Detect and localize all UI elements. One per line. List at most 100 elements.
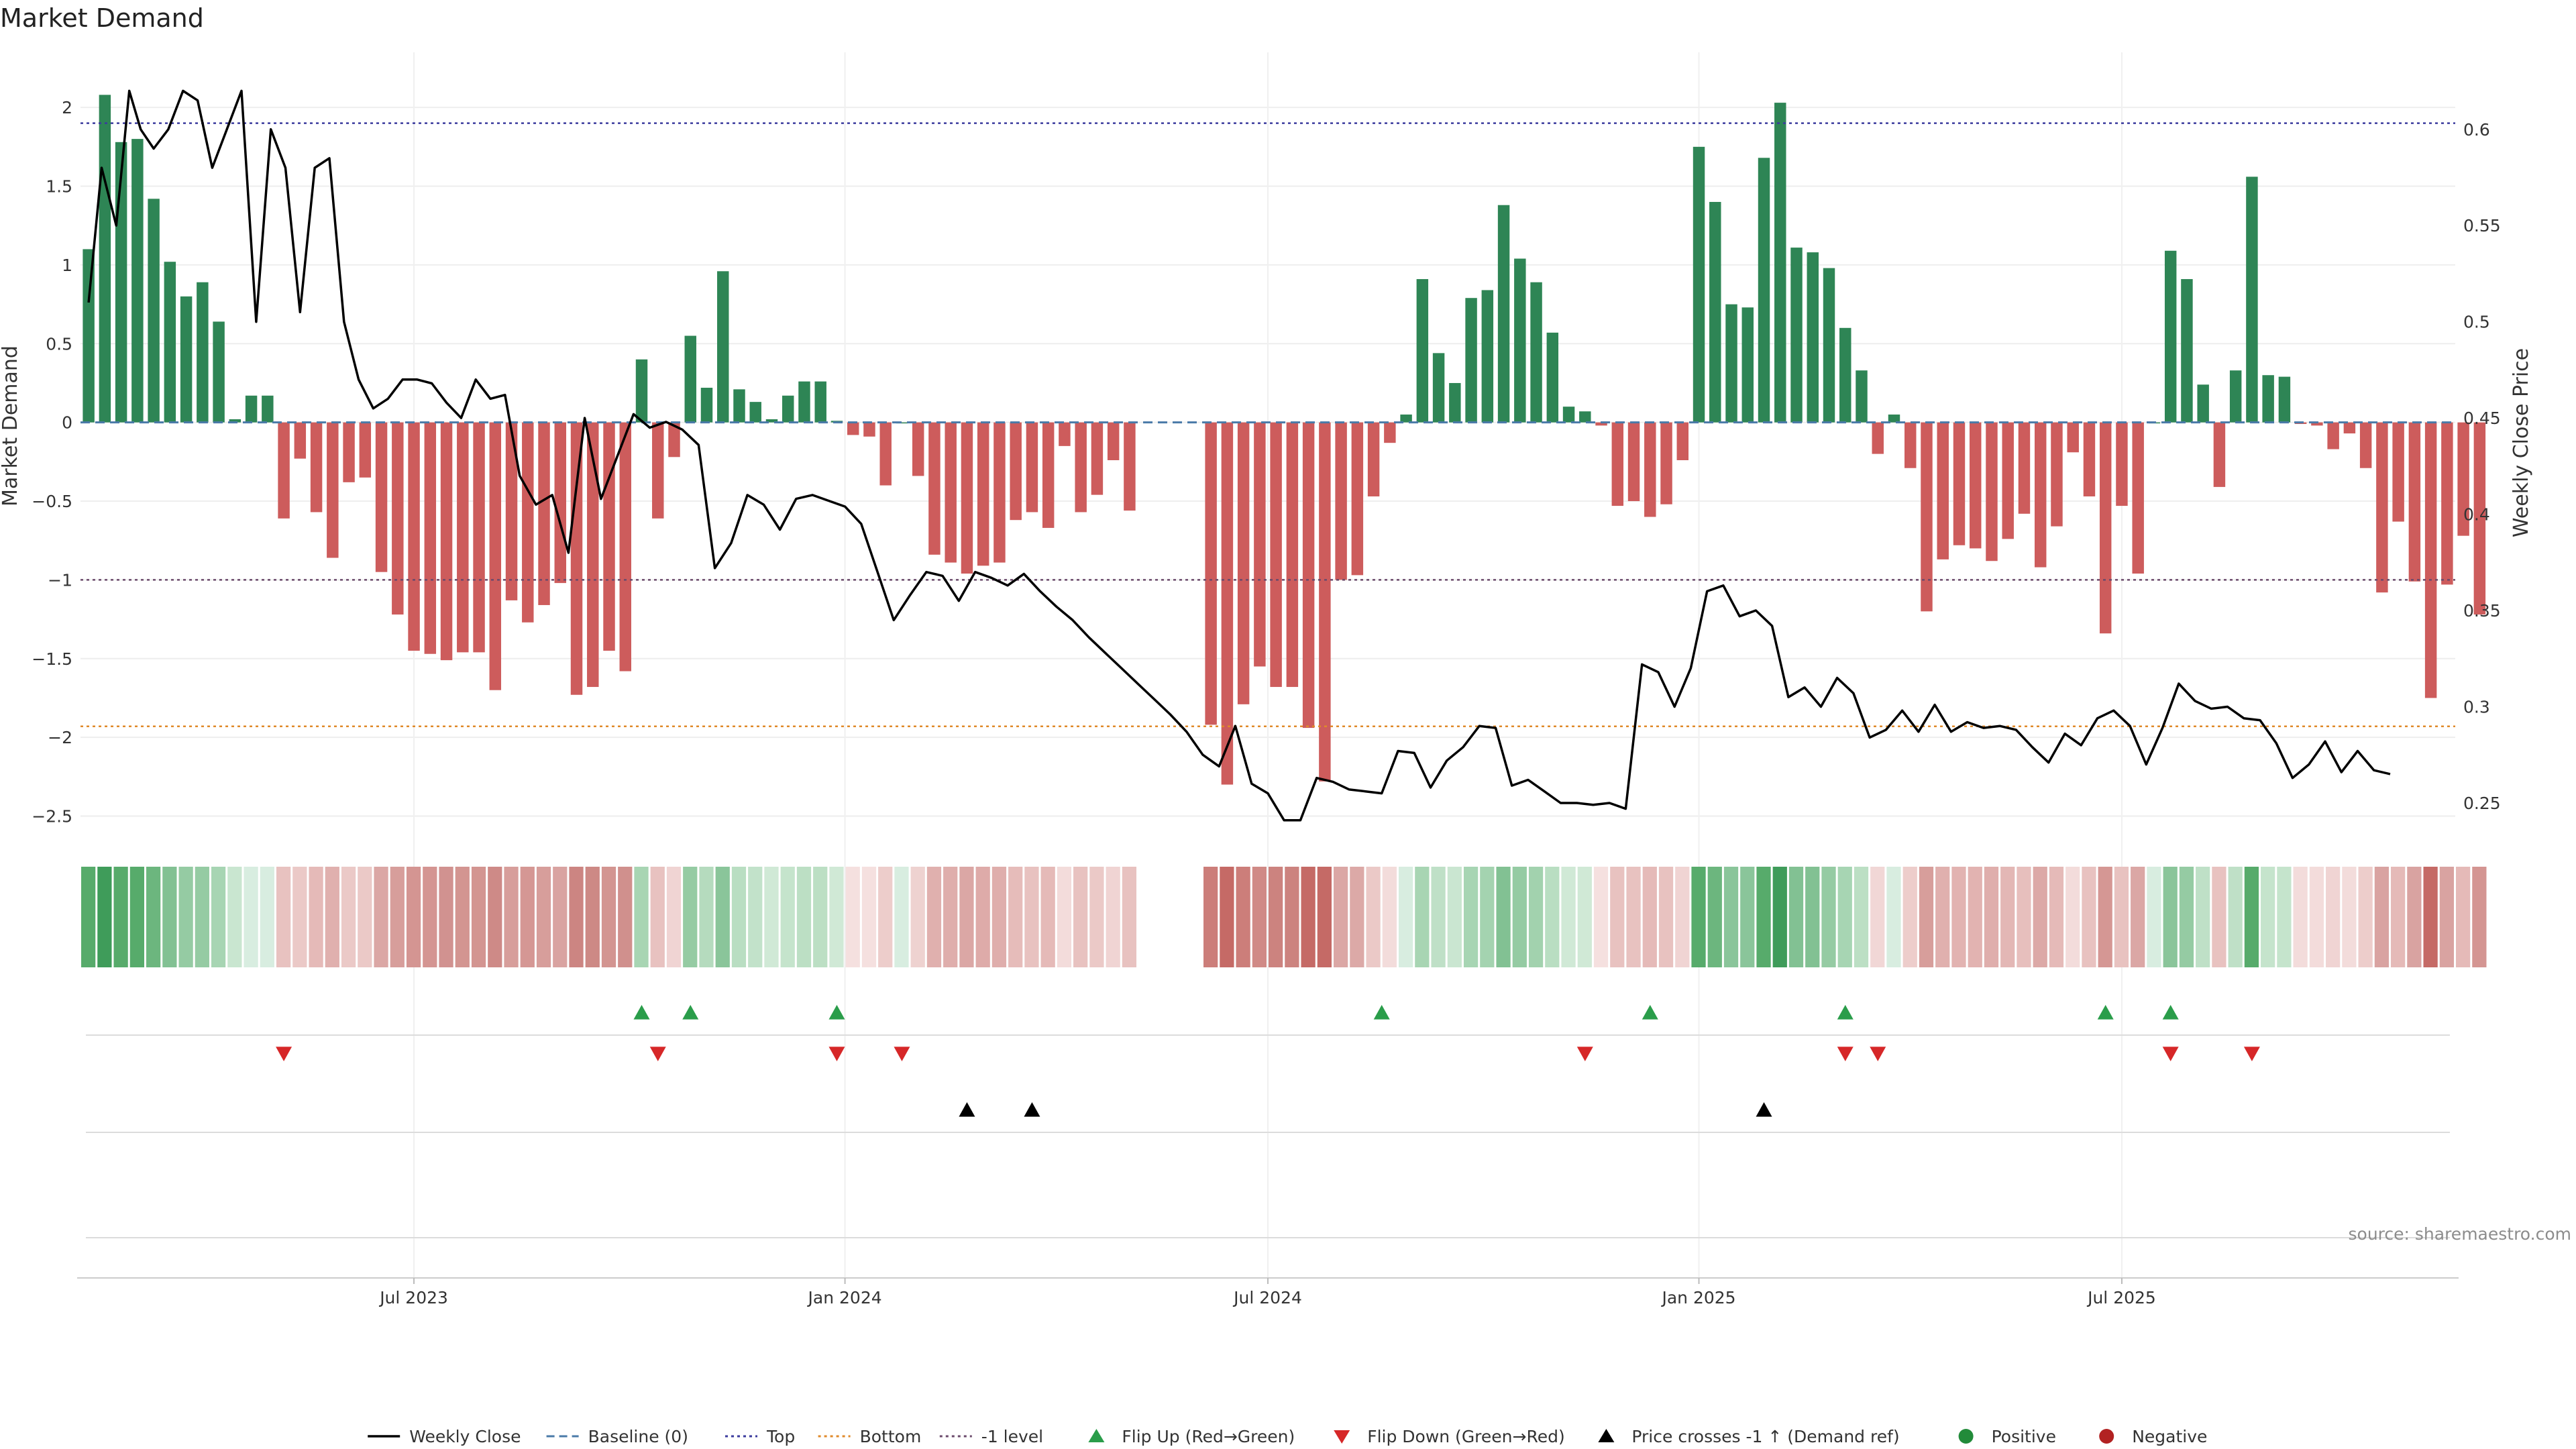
legend-label: Flip Down (Green→Red) xyxy=(1367,1427,1565,1446)
price-cross-marker xyxy=(959,1102,975,1117)
y-axis-ticks: 2 1.5 1 0.5 0 −0.5 −1 −1.5 −2 −2.5 xyxy=(32,98,72,826)
y-tick-label: 1.5 xyxy=(46,177,72,197)
strip-band xyxy=(699,867,714,967)
bar-negative xyxy=(1205,422,1217,725)
strip-band xyxy=(943,867,958,967)
strip-band xyxy=(1561,867,1576,967)
bar-negative xyxy=(2051,422,2063,527)
y2-tick-label: 0.3 xyxy=(2463,698,2490,717)
strip-band xyxy=(1350,867,1364,967)
bar-positive xyxy=(2262,375,2274,423)
legend-item: Top xyxy=(725,1427,795,1446)
flip-up-marker xyxy=(682,1005,699,1020)
legend-swatch-triangle-up xyxy=(1088,1429,1105,1442)
strip-band xyxy=(1463,867,1479,967)
bar-negative xyxy=(294,422,307,459)
bar-positive xyxy=(131,139,144,423)
legend: Weekly Close Baseline (0) Top Bottom -1 leve… xyxy=(368,1427,2207,1446)
strip-band xyxy=(1415,867,1430,967)
bar-negative xyxy=(1904,422,1917,468)
flip-up-marker xyxy=(828,1005,845,1020)
y-tick-label: 1 xyxy=(62,256,72,275)
bar-positive xyxy=(1432,353,1445,423)
strip-band xyxy=(1658,867,1674,967)
strip-band xyxy=(113,867,128,967)
bar-negative xyxy=(2327,422,2339,449)
strip-band xyxy=(406,867,421,967)
bar-negative xyxy=(278,422,290,519)
strip-band xyxy=(878,867,893,967)
bar-negative xyxy=(1627,422,1640,502)
strip-band xyxy=(2000,867,2015,967)
bar-negative xyxy=(2376,422,2388,593)
x-tick-label: Jul 2025 xyxy=(2086,1288,2156,1307)
bar-negative xyxy=(359,422,372,478)
legend-item: Flip Down (Green→Red) xyxy=(1334,1427,1565,1446)
bar-negative xyxy=(1270,422,1282,688)
bar-negative xyxy=(1937,422,1949,559)
bar-positive xyxy=(782,395,794,423)
strip-band xyxy=(1398,867,1413,967)
bar-negative xyxy=(2473,422,2486,615)
bar-positive xyxy=(814,381,826,423)
bar-negative xyxy=(1075,422,1087,513)
bar-negative xyxy=(1644,422,1656,517)
bar-negative xyxy=(863,422,875,437)
strip-band xyxy=(1593,867,1609,967)
bar-negative xyxy=(2392,422,2404,522)
bar-negative xyxy=(2099,422,2112,634)
strip-band xyxy=(374,867,388,967)
bar-negative xyxy=(1091,422,1104,495)
strip-band xyxy=(1675,867,1690,967)
bar-negative xyxy=(375,422,388,572)
strip-band xyxy=(1480,867,1495,967)
strip-band xyxy=(2147,867,2161,967)
strip-band xyxy=(894,867,909,967)
strip-band xyxy=(683,867,698,967)
bar-negative xyxy=(538,422,550,605)
y2-tick-label: 0.6 xyxy=(2463,120,2490,140)
flip-down-marker xyxy=(276,1046,292,1061)
legend-item: Bottom xyxy=(818,1427,922,1446)
strip-band xyxy=(2358,867,2373,967)
strip-band xyxy=(2391,867,2406,967)
bar-negative xyxy=(2132,422,2144,574)
bar-negative xyxy=(1384,422,1396,443)
bar-negative xyxy=(1010,422,1022,521)
y2-tick-label: 0.25 xyxy=(2463,794,2501,813)
legend-label: -1 level xyxy=(981,1427,1043,1446)
strip-band xyxy=(1691,867,1706,967)
y-tick-label: −2.5 xyxy=(32,807,72,826)
strip-band xyxy=(991,867,1007,967)
strip-band xyxy=(1447,867,1462,967)
strip-band xyxy=(650,867,665,967)
bar-negative xyxy=(1286,422,1299,688)
bar-positive xyxy=(2246,176,2258,423)
flip-down-marker xyxy=(649,1046,666,1061)
x-axis-ticks: Jul 2023 Jan 2024 Jul 2024 Jan 2025 Jul 2025 xyxy=(378,1278,2156,1307)
strip-band xyxy=(634,867,649,967)
bar-positive xyxy=(733,389,745,423)
strip-band xyxy=(292,867,307,967)
bar-positive xyxy=(1725,304,1737,423)
y-tick-label: −2 xyxy=(48,728,72,747)
bar-positive xyxy=(1530,282,1542,423)
strip-band xyxy=(2082,867,2096,967)
bar-positive xyxy=(180,296,193,423)
strip-band xyxy=(2179,867,2194,967)
strip-band xyxy=(553,867,568,967)
strip-band xyxy=(1008,867,1023,967)
demand-bars xyxy=(83,95,2486,785)
strip-band xyxy=(2439,867,2454,967)
strip-band xyxy=(1496,867,1511,967)
legend-label: Bottom xyxy=(860,1427,922,1446)
strip-band xyxy=(260,867,274,967)
strip-band xyxy=(195,867,209,967)
bar-positive xyxy=(749,402,761,423)
bar-positive xyxy=(1400,414,1412,423)
strip-band xyxy=(2163,867,2178,967)
bar-positive xyxy=(2164,250,2177,423)
bar-positive xyxy=(2278,376,2291,423)
strip-band xyxy=(1772,867,1787,967)
strip-band xyxy=(1073,867,1088,967)
